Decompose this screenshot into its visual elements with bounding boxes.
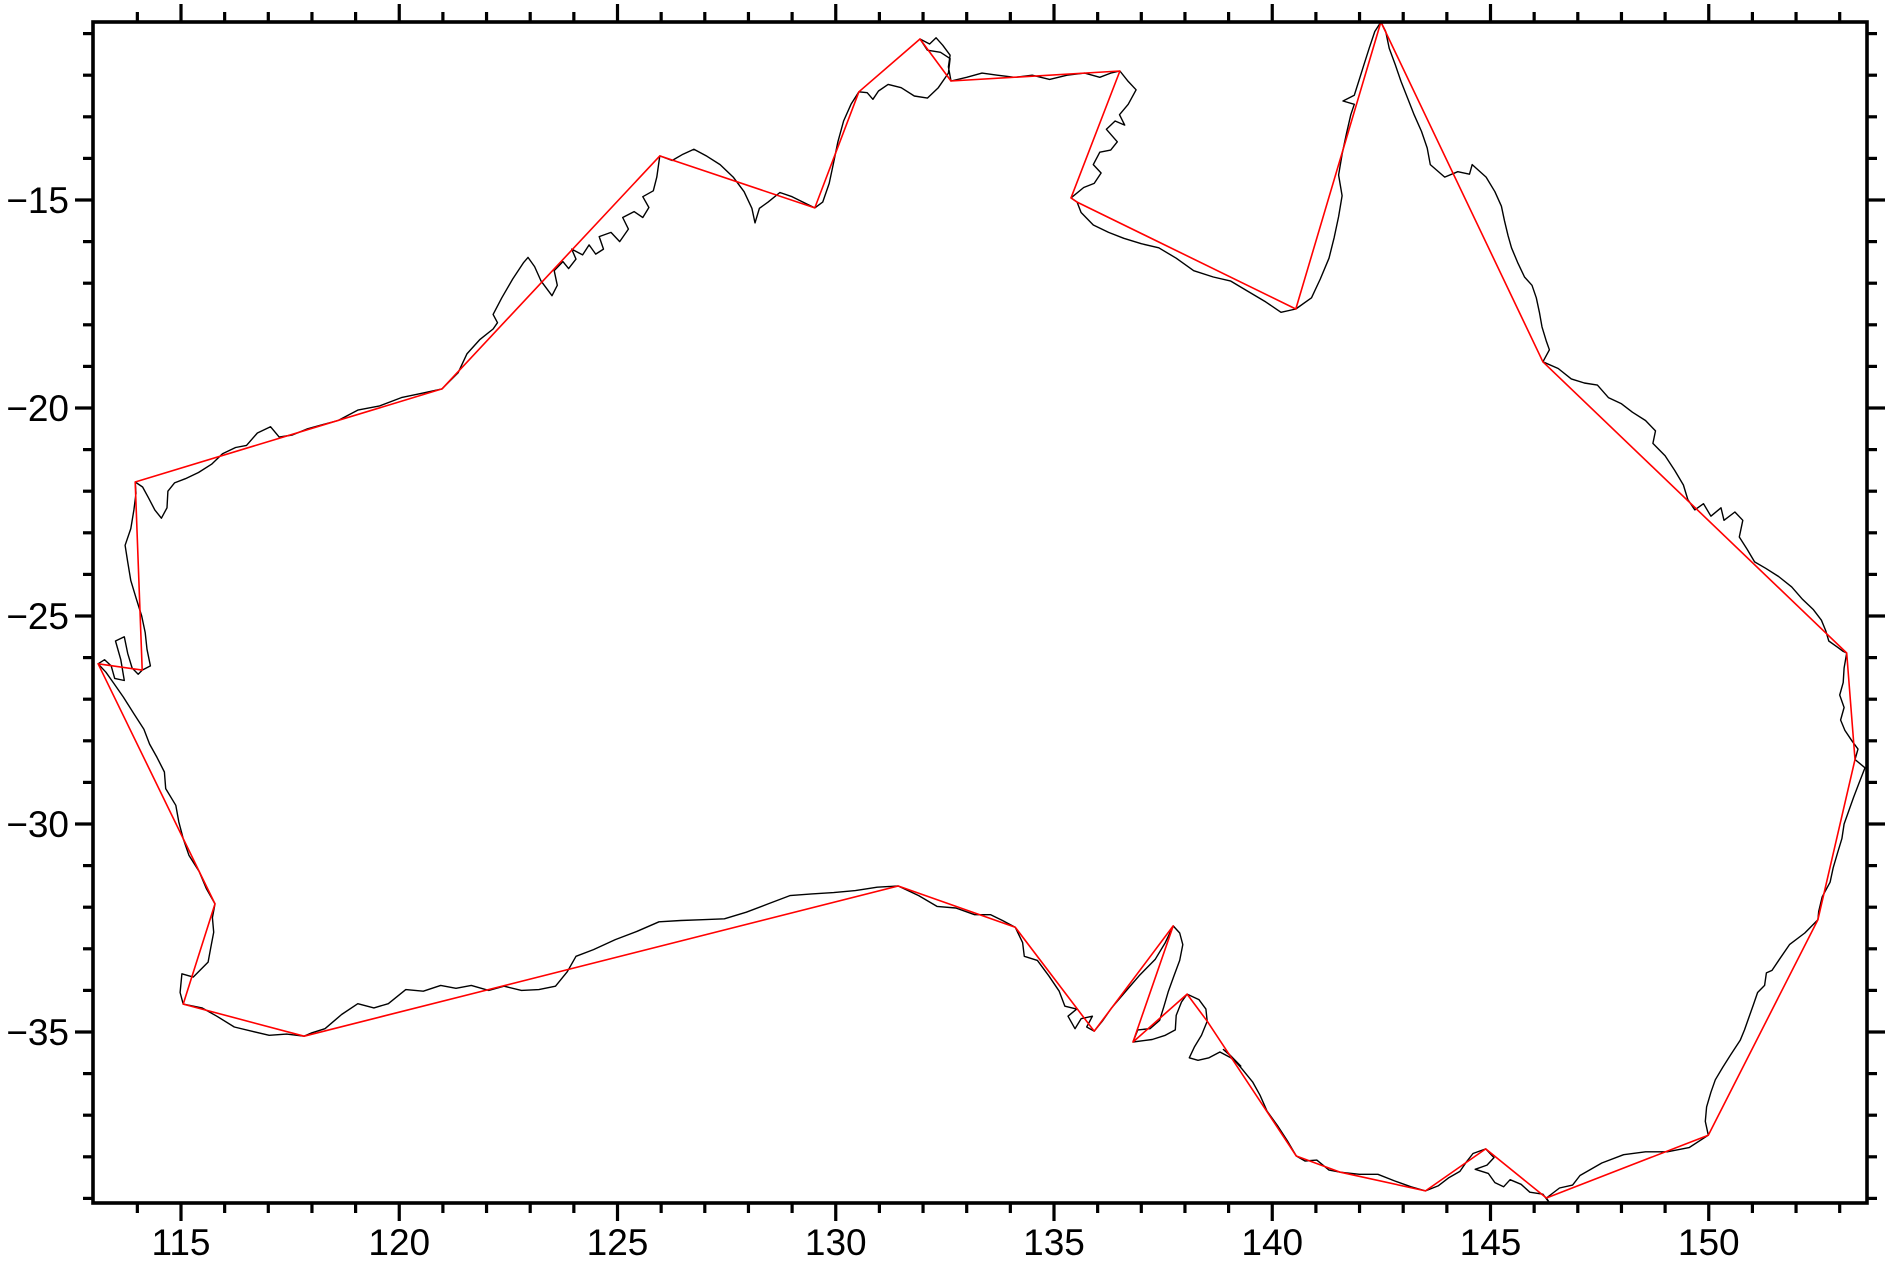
x-axis-tick-label: 150 — [1678, 1222, 1740, 1263]
x-axis-tick-label: 140 — [1241, 1222, 1303, 1263]
simplified-polygon-path — [97, 21, 1856, 1199]
x-axis-labels: 115 120 125 130 135 140 145 150 — [152, 1222, 1740, 1263]
x-axis-tick-label: 130 — [805, 1222, 867, 1263]
coastline-path — [97, 21, 1866, 1205]
y-axis-tick-label: −35 — [6, 1012, 69, 1053]
y-axis-tick-label: −20 — [6, 388, 69, 429]
x-axis-tick-label: 115 — [152, 1222, 211, 1263]
x-axis-tick-label: 125 — [587, 1222, 649, 1263]
axis-ticks — [75, 4, 1885, 1221]
x-axis-tick-label: 135 — [1023, 1222, 1085, 1263]
y-axis-labels: −15 −20 −25 −30 −35 — [6, 180, 69, 1053]
map-layers — [97, 21, 1866, 1205]
y-axis-tick-label: −15 — [6, 180, 69, 221]
x-axis-tick-label: 120 — [368, 1222, 430, 1263]
y-axis-tick-label: −25 — [6, 596, 69, 637]
x-axis-tick-label: 145 — [1460, 1222, 1522, 1263]
map-frame — [91, 20, 1869, 1205]
y-axis-tick-label: −30 — [6, 804, 69, 845]
